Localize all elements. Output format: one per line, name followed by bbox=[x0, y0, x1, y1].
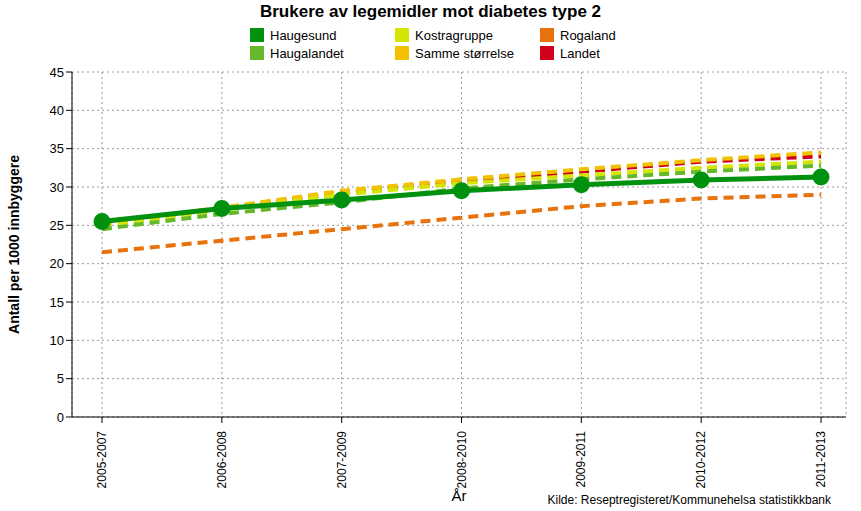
html-text:Haugesund: Haugesund bbox=[270, 27, 337, 43]
svg-text:2005-2007: 2005-2007 bbox=[95, 431, 109, 489]
svg-text:25: 25 bbox=[50, 218, 64, 233]
html-text:Kostragruppe: Kostragruppe bbox=[415, 27, 494, 43]
svg-text:5: 5 bbox=[57, 371, 64, 386]
html-text:Kilde: Reseptregisteret/Kommun: Kilde: Reseptregisteret/Kommunehelsa sta… bbox=[547, 493, 831, 507]
svg-text:15: 15 bbox=[50, 295, 64, 310]
html-text:Brukere av legemidler mot diab: Brukere av legemidler mot diabetes type … bbox=[260, 2, 601, 21]
svg-text:20: 20 bbox=[50, 256, 64, 271]
svg-text:40: 40 bbox=[50, 103, 64, 118]
svg-text:År: År bbox=[452, 487, 467, 504]
svg-text:2006-2008: 2006-2008 bbox=[215, 431, 229, 489]
svg-text:45: 45 bbox=[50, 65, 64, 80]
html-text:Landet: Landet bbox=[560, 45, 600, 61]
svg-text:0: 0 bbox=[57, 410, 64, 425]
svg-text:Antall per 1000 innbyggere: Antall per 1000 innbyggere bbox=[6, 155, 22, 334]
html-text:Rogaland: Rogaland bbox=[560, 27, 616, 43]
html-text:Haugalandet: Haugalandet bbox=[270, 45, 344, 61]
svg-text:2007-2009: 2007-2009 bbox=[335, 431, 349, 489]
svg-text:2009-2011: 2009-2011 bbox=[574, 431, 588, 488]
svg-text:10: 10 bbox=[50, 333, 64, 348]
svg-text:2011-2013: 2011-2013 bbox=[814, 431, 828, 488]
html-text:Samme størrelse: Samme størrelse bbox=[415, 45, 514, 61]
svg-text:30: 30 bbox=[50, 180, 64, 195]
svg-text:2010-2012: 2010-2012 bbox=[694, 431, 708, 489]
svg-text:2008-2010: 2008-2010 bbox=[455, 431, 469, 489]
svg-text:35: 35 bbox=[50, 141, 64, 156]
